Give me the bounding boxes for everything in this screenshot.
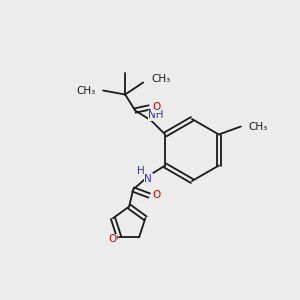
Text: CH₃: CH₃ — [76, 85, 95, 95]
Text: H: H — [137, 166, 145, 176]
Text: O: O — [152, 103, 160, 112]
Text: N: N — [144, 173, 152, 184]
Text: CH₃: CH₃ — [151, 74, 170, 85]
Text: O: O — [152, 190, 160, 200]
Text: O: O — [108, 234, 116, 244]
Text: NH: NH — [148, 110, 164, 121]
Text: CH₃: CH₃ — [249, 122, 268, 131]
